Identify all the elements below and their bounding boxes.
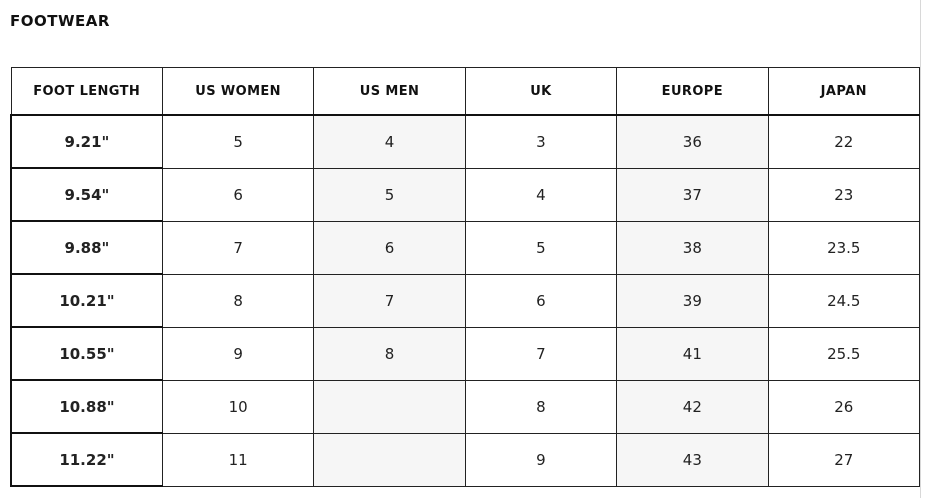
- cell-foot-length: 10.21": [9, 273, 163, 328]
- cell-foot-length: 9.21": [9, 114, 163, 169]
- cell-japan: 23: [767, 167, 921, 222]
- size-chart-table: FOOT LENGTH US WOMEN US MEN UK EUROPE JA…: [9, 67, 921, 487]
- table-row: 9.88" 7 6 5 38 23.5: [9, 220, 921, 275]
- col-header-europe: EUROPE: [616, 67, 769, 116]
- table-row: 10.21" 8 7 6 39 24.5: [9, 273, 921, 328]
- cell-japan: 24.5: [767, 273, 921, 328]
- table-row: 11.22" 11 9 43 27: [9, 432, 921, 487]
- cell-foot-length: 10.88": [9, 379, 163, 434]
- cell-us-men: [313, 379, 466, 434]
- col-header-us-men: US MEN: [313, 67, 466, 116]
- cell-uk: 8: [464, 379, 618, 434]
- cell-japan: 27: [767, 432, 921, 487]
- table-row: 10.55" 9 8 7 41 25.5: [9, 326, 921, 381]
- col-header-uk: UK: [464, 67, 618, 116]
- cell-foot-length: 11.22": [9, 432, 163, 487]
- table-row: 10.88" 10 8 42 26: [9, 379, 921, 434]
- cell-europe: 43: [616, 432, 769, 487]
- cell-europe: 37: [616, 167, 769, 222]
- cell-uk: 4: [464, 167, 618, 222]
- col-header-foot-length: FOOT LENGTH: [10, 67, 163, 116]
- cell-japan: 23.5: [767, 220, 921, 275]
- cell-us-women: 11: [161, 432, 315, 487]
- cell-europe: 39: [616, 273, 769, 328]
- cell-us-women: 6: [161, 167, 315, 222]
- cell-us-men: [313, 432, 466, 487]
- divider: [920, 0, 921, 498]
- cell-japan: 25.5: [767, 326, 921, 381]
- cell-us-women: 7: [161, 220, 315, 275]
- cell-foot-length: 9.54": [9, 167, 163, 222]
- cell-us-men: 8: [313, 326, 466, 381]
- cell-us-women: 10: [161, 379, 315, 434]
- cell-us-men: 6: [313, 220, 466, 275]
- cell-europe: 42: [616, 379, 769, 434]
- cell-europe: 38: [616, 220, 769, 275]
- cell-us-men: 5: [313, 167, 466, 222]
- cell-us-men: 4: [313, 114, 466, 169]
- col-header-japan: JAPAN: [767, 67, 921, 116]
- cell-us-women: 9: [161, 326, 315, 381]
- cell-europe: 36: [616, 114, 769, 169]
- cell-uk: 7: [464, 326, 618, 381]
- page-title: FOOTWEAR: [10, 12, 110, 30]
- table-row: 9.21" 5 4 3 36 22: [9, 114, 921, 169]
- cell-uk: 5: [464, 220, 618, 275]
- cell-japan: 26: [767, 379, 921, 434]
- col-header-us-women: US WOMEN: [161, 67, 315, 116]
- cell-foot-length: 10.55": [9, 326, 163, 381]
- cell-us-women: 8: [161, 273, 315, 328]
- table-row: 9.54" 6 5 4 37 23: [9, 167, 921, 222]
- cell-uk: 9: [464, 432, 618, 487]
- cell-japan: 22: [767, 114, 921, 169]
- cell-us-women: 5: [161, 114, 315, 169]
- cell-uk: 6: [464, 273, 618, 328]
- cell-uk: 3: [464, 114, 618, 169]
- cell-us-men: 7: [313, 273, 466, 328]
- cell-foot-length: 9.88": [9, 220, 163, 275]
- table-header-row: FOOT LENGTH US WOMEN US MEN UK EUROPE JA…: [10, 67, 921, 116]
- cell-europe: 41: [616, 326, 769, 381]
